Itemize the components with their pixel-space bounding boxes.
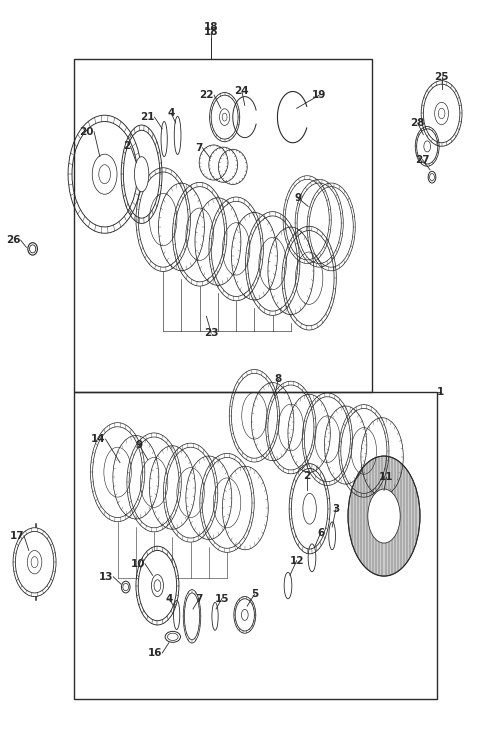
Text: 19: 19 (312, 90, 326, 100)
Text: 21: 21 (140, 112, 155, 122)
Ellipse shape (231, 212, 277, 300)
Ellipse shape (163, 443, 218, 542)
Ellipse shape (241, 609, 248, 621)
Text: 28: 28 (410, 118, 425, 128)
Text: 18: 18 (204, 27, 218, 37)
Ellipse shape (245, 212, 300, 315)
Text: 4: 4 (168, 108, 175, 119)
Ellipse shape (68, 115, 141, 234)
Text: 12: 12 (289, 556, 304, 566)
Ellipse shape (152, 575, 163, 597)
Ellipse shape (368, 489, 400, 543)
Text: 22: 22 (200, 90, 214, 100)
Ellipse shape (417, 129, 438, 164)
Ellipse shape (339, 405, 389, 497)
Ellipse shape (302, 393, 352, 485)
Text: 8: 8 (275, 374, 282, 384)
Ellipse shape (283, 176, 331, 264)
Text: 26: 26 (6, 235, 21, 245)
Text: 9: 9 (136, 440, 143, 450)
Ellipse shape (282, 226, 336, 330)
Ellipse shape (92, 154, 117, 194)
Ellipse shape (27, 550, 42, 574)
Ellipse shape (13, 528, 56, 597)
Text: 27: 27 (415, 154, 430, 165)
Text: 15: 15 (215, 594, 229, 604)
Ellipse shape (288, 395, 330, 472)
Text: 10: 10 (131, 559, 145, 569)
Ellipse shape (186, 456, 232, 539)
Text: 2: 2 (303, 471, 311, 481)
Text: 20: 20 (80, 127, 94, 137)
Ellipse shape (435, 102, 448, 124)
Text: 4: 4 (165, 594, 173, 604)
Ellipse shape (90, 422, 145, 522)
Ellipse shape (149, 446, 195, 529)
Text: 5: 5 (251, 589, 258, 600)
Text: 24: 24 (235, 86, 249, 97)
Text: 6: 6 (317, 528, 324, 538)
Text: 17: 17 (10, 531, 24, 541)
Ellipse shape (138, 550, 177, 621)
Ellipse shape (99, 165, 110, 184)
Ellipse shape (291, 468, 328, 549)
Ellipse shape (31, 556, 38, 568)
Ellipse shape (172, 182, 227, 286)
Text: 25: 25 (434, 72, 449, 82)
Ellipse shape (235, 599, 254, 631)
Ellipse shape (134, 157, 149, 192)
Text: 9: 9 (294, 193, 301, 203)
Ellipse shape (154, 580, 161, 591)
Ellipse shape (303, 493, 316, 524)
Text: 13: 13 (99, 572, 113, 582)
Ellipse shape (361, 418, 403, 496)
Ellipse shape (222, 113, 227, 121)
Text: 1: 1 (437, 386, 444, 397)
Ellipse shape (200, 453, 254, 553)
Ellipse shape (127, 433, 181, 532)
Ellipse shape (209, 197, 264, 301)
Ellipse shape (438, 108, 445, 119)
Ellipse shape (421, 81, 462, 146)
Text: 14: 14 (91, 434, 106, 444)
Ellipse shape (348, 456, 420, 576)
Text: 7: 7 (195, 143, 203, 153)
Text: 11: 11 (379, 472, 394, 482)
Ellipse shape (229, 370, 279, 462)
Text: 18: 18 (204, 22, 218, 32)
Text: 23: 23 (204, 328, 218, 338)
Ellipse shape (307, 183, 355, 271)
Ellipse shape (268, 227, 314, 315)
Ellipse shape (222, 466, 268, 550)
Ellipse shape (123, 130, 160, 218)
Ellipse shape (266, 381, 316, 474)
Text: 2: 2 (123, 141, 131, 152)
Text: 3: 3 (332, 504, 340, 514)
Ellipse shape (136, 168, 191, 272)
Ellipse shape (252, 383, 294, 460)
Ellipse shape (184, 593, 200, 640)
Text: 7: 7 (195, 594, 203, 604)
Ellipse shape (219, 109, 230, 125)
Ellipse shape (113, 436, 159, 519)
Ellipse shape (210, 92, 240, 142)
Ellipse shape (324, 406, 367, 484)
Ellipse shape (424, 141, 431, 152)
Ellipse shape (295, 179, 343, 267)
Text: 16: 16 (148, 648, 162, 658)
Ellipse shape (195, 198, 241, 285)
Ellipse shape (158, 183, 204, 271)
